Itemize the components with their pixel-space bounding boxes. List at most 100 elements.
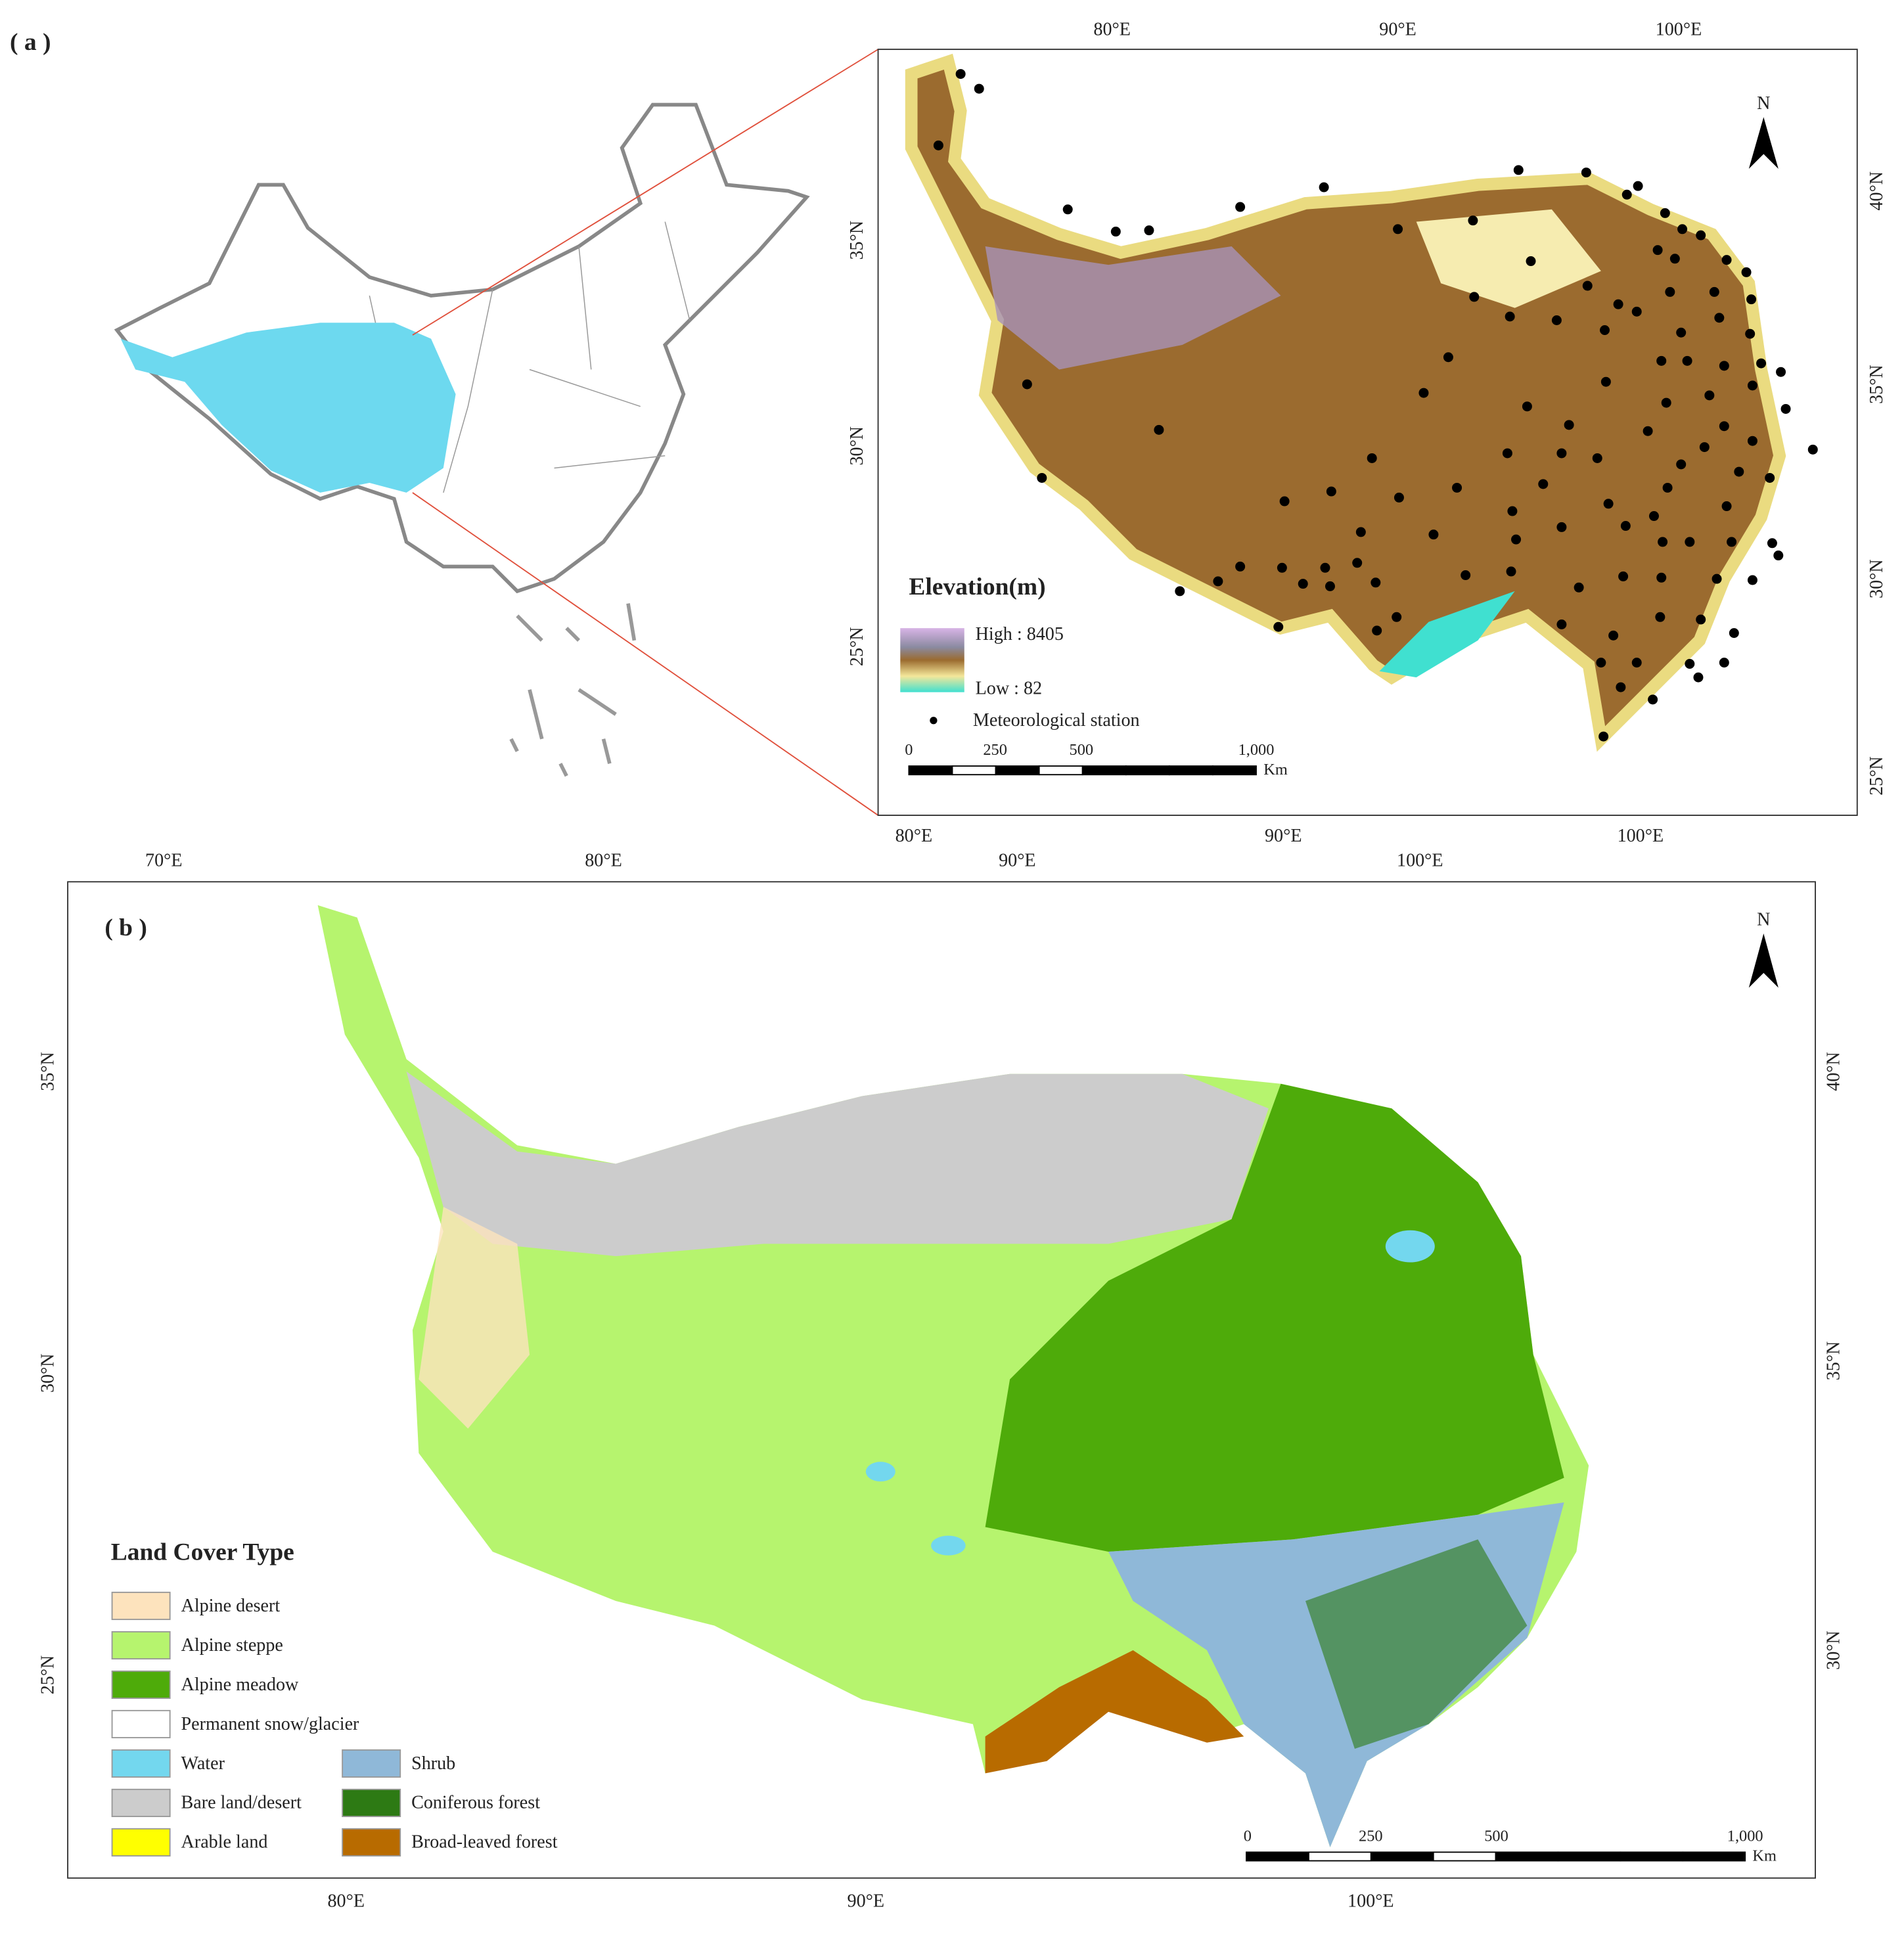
scale-segment — [1168, 765, 1213, 776]
legend-label: Arable land — [181, 1832, 268, 1853]
scale-segment — [908, 765, 953, 776]
bare-land-region — [406, 1071, 1269, 1257]
scale-segment — [1557, 1851, 1621, 1862]
legend-label: Broad-leaved forest — [411, 1832, 558, 1853]
legend-title: Land Cover Type — [111, 1539, 294, 1565]
station — [1660, 208, 1670, 218]
station — [1648, 511, 1659, 522]
station — [1277, 562, 1287, 573]
station — [1685, 658, 1695, 669]
north-arrow-shape — [1748, 117, 1779, 169]
lake — [931, 1535, 966, 1556]
lon-label: 100°E — [1656, 19, 1702, 39]
lat-label: 30°N — [1867, 559, 1887, 598]
legend-swatch — [111, 1749, 171, 1778]
elevation-ramp — [900, 628, 964, 692]
north-label: N — [1757, 910, 1770, 930]
legend-swatch — [342, 1788, 401, 1817]
lake — [1385, 1230, 1435, 1263]
legend-label: Shrub — [411, 1753, 455, 1774]
station — [1756, 358, 1767, 369]
north-arrow: N — [1748, 93, 1779, 169]
station — [1326, 486, 1336, 497]
station — [1621, 189, 1632, 200]
scale-label: 0 — [905, 741, 913, 759]
legend-swatch — [111, 1709, 171, 1739]
station — [1719, 361, 1729, 371]
lat-label: 35°N — [847, 221, 867, 260]
station — [1773, 551, 1784, 561]
station — [1669, 254, 1680, 264]
station — [1648, 694, 1658, 705]
station — [1618, 571, 1629, 581]
station — [1235, 202, 1246, 212]
station — [1746, 294, 1757, 305]
station — [1711, 574, 1722, 584]
station — [1807, 444, 1818, 455]
scale-segment — [1081, 765, 1127, 776]
lon-label: 90°E — [999, 851, 1036, 871]
north-label: N — [1757, 93, 1770, 114]
lat-label: 35°N — [1867, 365, 1887, 404]
scale-segment — [1370, 1851, 1434, 1862]
north-arrow: N — [1748, 910, 1779, 988]
station — [1522, 401, 1532, 412]
lat-label: 35°N — [1823, 1341, 1844, 1381]
station — [1727, 537, 1737, 547]
islands — [509, 603, 637, 777]
scale-segment — [1682, 1851, 1746, 1862]
station — [1676, 459, 1687, 470]
scale-label: 1,000 — [1727, 1828, 1763, 1845]
station — [1538, 479, 1549, 489]
station — [1696, 614, 1706, 625]
lon-label: 100°E — [1348, 1891, 1394, 1912]
station — [1581, 168, 1591, 178]
legend-station: Meteorological station — [973, 710, 1140, 731]
station — [1022, 379, 1032, 390]
station — [1747, 380, 1757, 391]
scale-segment — [1246, 1851, 1309, 1862]
station — [1428, 529, 1439, 540]
station — [1661, 397, 1671, 408]
legend-label: Water — [181, 1753, 225, 1774]
lon-label: 80°E — [1093, 19, 1131, 39]
station — [1511, 534, 1522, 545]
station — [1655, 612, 1666, 622]
scale-label: 0 — [1244, 1828, 1252, 1845]
lake — [865, 1462, 895, 1482]
station — [1352, 558, 1363, 568]
legend-swatch — [111, 1828, 171, 1857]
scale-label: 1,000 — [1238, 741, 1275, 759]
station — [1677, 224, 1688, 235]
station — [1144, 225, 1154, 236]
station — [1513, 165, 1524, 175]
scale-segment — [995, 765, 1040, 776]
station — [1355, 527, 1366, 537]
station — [1154, 424, 1164, 435]
station — [1235, 561, 1246, 572]
scale-segment — [1495, 1851, 1559, 1862]
north-arrow-shape — [1748, 934, 1779, 988]
station — [974, 83, 984, 94]
station — [1608, 630, 1619, 641]
station — [1175, 586, 1185, 597]
station — [1719, 658, 1729, 668]
scale-label: 500 — [1070, 741, 1094, 759]
station — [1767, 538, 1777, 549]
station — [1582, 281, 1593, 291]
station — [1298, 579, 1308, 589]
station — [1652, 245, 1663, 256]
legend-swatch — [111, 1591, 171, 1621]
station — [1502, 448, 1512, 459]
scale-segment — [1432, 1851, 1497, 1862]
station — [1620, 521, 1631, 531]
station — [1696, 230, 1706, 240]
station — [1526, 256, 1536, 267]
scale-unit: Km — [1752, 1847, 1777, 1864]
station — [1598, 731, 1609, 742]
station — [1714, 313, 1725, 323]
scale-label: 250 — [983, 741, 1007, 759]
station — [1721, 501, 1732, 512]
station — [1507, 506, 1518, 516]
